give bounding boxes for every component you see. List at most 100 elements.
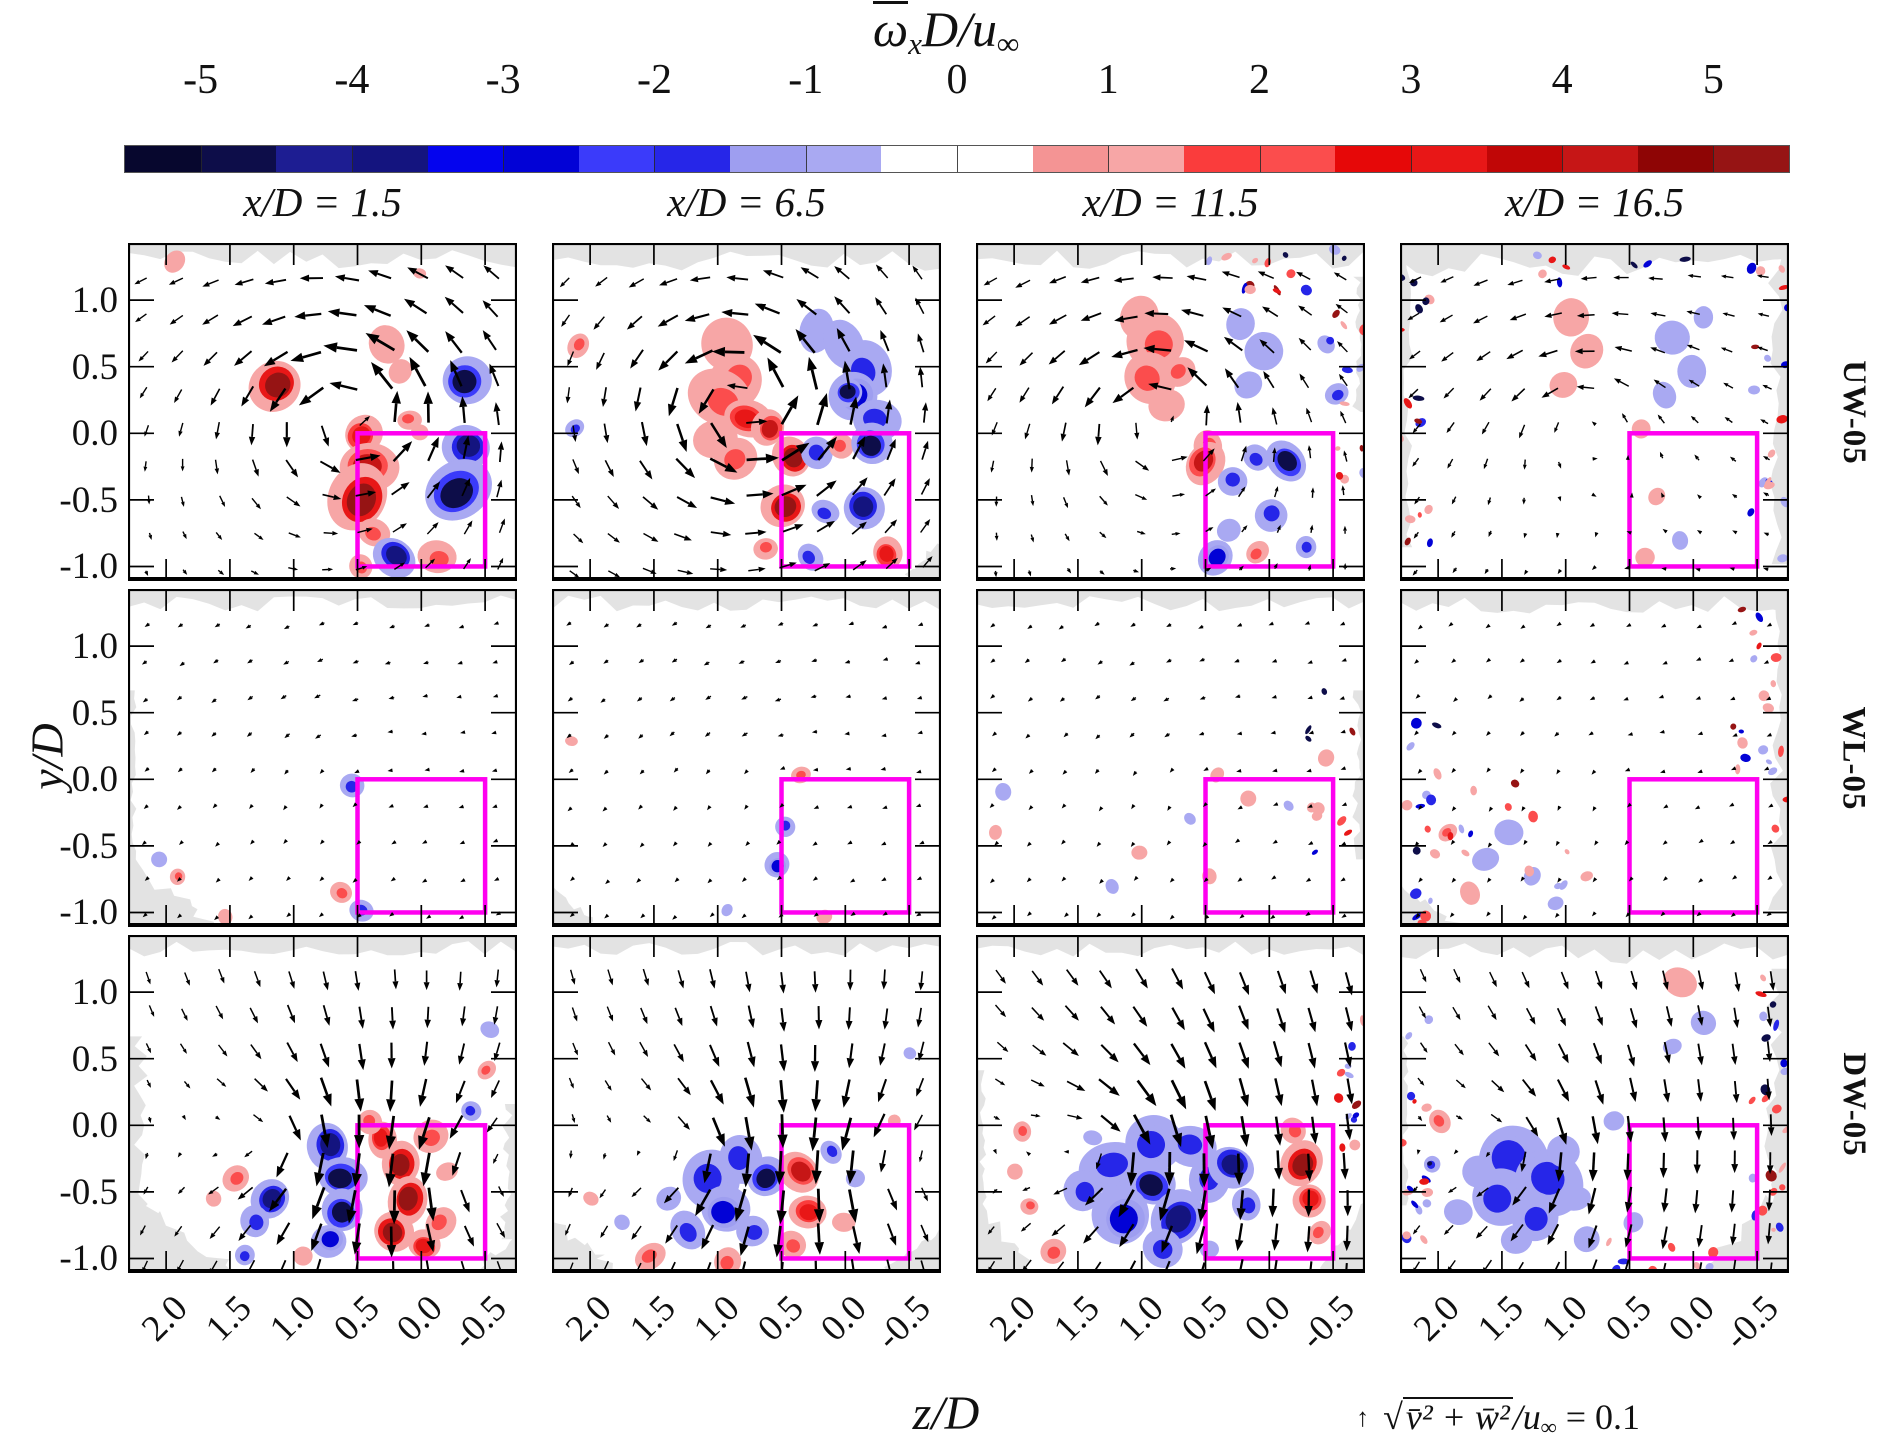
x-tick-label: 1.0	[261, 1287, 324, 1350]
y-tick-label: -0.5	[59, 479, 118, 521]
y-tick-label: 0.5	[71, 1038, 118, 1080]
math-part: D/u	[921, 1, 997, 57]
y-tick-label: -1.0	[59, 892, 118, 934]
colorbar	[124, 145, 1790, 173]
y-tick-label: 0.5	[71, 692, 118, 734]
x-tick-label: 2.0	[982, 1287, 1044, 1350]
y-tick-label: 1.0	[71, 972, 118, 1014]
colorbar-segment	[1108, 146, 1184, 172]
colorbar-segment	[805, 146, 882, 172]
colorbar-tick-label: -5	[183, 57, 219, 103]
colorbar-tick-label: 1	[1097, 57, 1119, 103]
colorbar-segment	[1637, 146, 1714, 172]
x-tick-label: 0.5	[749, 1287, 812, 1350]
x-tick-label: 1.0	[1533, 1287, 1596, 1350]
math-part: ∞	[1540, 1414, 1557, 1440]
subplot-WL-05-x/D=1.5	[128, 589, 517, 927]
colorbar-segment	[503, 146, 579, 172]
colorbar-segment	[957, 146, 1033, 172]
colorbar-segment	[881, 146, 958, 172]
legend-formula: √v̄² + w̄²/u∞ = 0.1	[1383, 1397, 1640, 1440]
y-tick-label: 0.0	[71, 759, 118, 801]
subplot-WL-05-x/D=11.5	[976, 589, 1365, 927]
colorbar-tick-label: 0	[946, 57, 968, 103]
colorbar-segment	[125, 146, 201, 172]
x-tick-label: 1.0	[1109, 1287, 1172, 1350]
colorbar-segment	[1259, 146, 1336, 172]
subplot-UW-05-x/D=6.5	[552, 243, 941, 581]
y-tick-label: 0.5	[71, 346, 118, 388]
x-tick-label: 0.5	[325, 1287, 388, 1350]
x-tick-label: 2.0	[558, 1287, 620, 1350]
colorbar-segment	[1713, 146, 1790, 172]
subplot-UW-05-x/D=16.5	[1400, 243, 1789, 581]
y-tick-label: -0.5	[59, 825, 118, 867]
colorbar-segment	[1032, 146, 1109, 172]
x-tick-label: -0.5	[444, 1287, 515, 1359]
colorbar-segment	[654, 146, 731, 172]
column-title: x/D = 16.5	[1504, 179, 1685, 225]
colorbar-tick-label: -1	[788, 57, 824, 103]
x-tick-label: 1.5	[1045, 1287, 1108, 1350]
x-tick-label: 2.0	[1406, 1287, 1468, 1350]
subplot-DW-05-x/D=16.5	[1400, 935, 1789, 1273]
x-tick-label: 1.5	[1469, 1287, 1532, 1350]
x-axis-label: z/D	[912, 1387, 980, 1440]
x-tick-label: 1.5	[621, 1287, 684, 1350]
x-tick-label: 1.5	[197, 1287, 260, 1350]
x-tick-label: 0.0	[813, 1287, 875, 1350]
subplot-UW-05-x/D=11.5	[976, 243, 1365, 581]
x-tick-label: -0.5	[1292, 1287, 1363, 1359]
subplot-UW-05-x/D=1.5	[128, 243, 517, 581]
colorbar-segment	[578, 146, 655, 172]
row-label-box: UW-05	[1824, 243, 1882, 581]
colorbar-segment	[1562, 146, 1638, 172]
colorbar-segment	[427, 146, 504, 172]
x-tick-label: 0.5	[1597, 1287, 1660, 1350]
column-title: x/D = 11.5	[1082, 179, 1259, 225]
colorbar-segment	[1486, 146, 1563, 172]
subplot-WL-05-x/D=16.5	[1400, 589, 1789, 927]
column-title: x/D = 1.5	[243, 179, 402, 225]
y-tick-label: 0.0	[71, 1105, 118, 1147]
colorbar-segment	[1183, 146, 1260, 172]
subplot-DW-05-x/D=1.5	[128, 935, 517, 1273]
y-tick-label: 1.0	[71, 280, 118, 322]
x-tick-label: 0.5	[1173, 1287, 1236, 1350]
colorbar-segment	[1410, 146, 1487, 172]
y-tick-label: 1.0	[71, 626, 118, 668]
x-tick-label: 0.0	[1661, 1287, 1723, 1350]
math-part: /u	[1512, 1397, 1541, 1437]
colorbar-segment	[730, 146, 806, 172]
x-tick-label: 0.0	[1237, 1287, 1299, 1350]
subplot-WL-05-x/D=6.5	[552, 589, 941, 927]
subplot-DW-05-x/D=11.5	[976, 935, 1365, 1273]
column-title: x/D = 6.5	[667, 179, 826, 225]
row-label: DW-05	[1835, 1051, 1872, 1157]
row-label: WL-05	[1835, 706, 1872, 810]
math-part: ∞	[996, 25, 1020, 61]
row-label-box: DW-05	[1824, 935, 1882, 1273]
colorbar-segment	[200, 146, 277, 172]
legend-arrow-icon: ↑	[1356, 1403, 1370, 1433]
math-part: x	[908, 25, 922, 61]
colorbar-tick-label: 5	[1702, 57, 1724, 103]
colorbar-segment	[276, 146, 352, 172]
y-tick-label: -0.5	[59, 1171, 118, 1213]
colorbar-segment	[1335, 146, 1411, 172]
colorbar-tick-label: 3	[1400, 57, 1422, 103]
subplot-DW-05-x/D=6.5	[552, 935, 941, 1273]
math-part: = 0.1	[1556, 1397, 1640, 1437]
colorbar-tick-label: -2	[636, 57, 672, 103]
y-tick-label: -1.0	[59, 1238, 118, 1280]
y-tick-label: -1.0	[59, 546, 118, 588]
x-tick-label: 1.0	[685, 1287, 748, 1350]
vector-scale-legend: ↑ √v̄² + w̄²/u∞ = 0.1	[1040, 1396, 1640, 1441]
colorbar-segment	[351, 146, 428, 172]
x-tick-label: -0.5	[1716, 1287, 1787, 1359]
y-tick-label: 0.0	[71, 413, 118, 455]
x-tick-label: 0.0	[389, 1287, 451, 1350]
colorbar-tick-label: 4	[1551, 57, 1573, 103]
x-tick-label: 2.0	[134, 1287, 196, 1350]
